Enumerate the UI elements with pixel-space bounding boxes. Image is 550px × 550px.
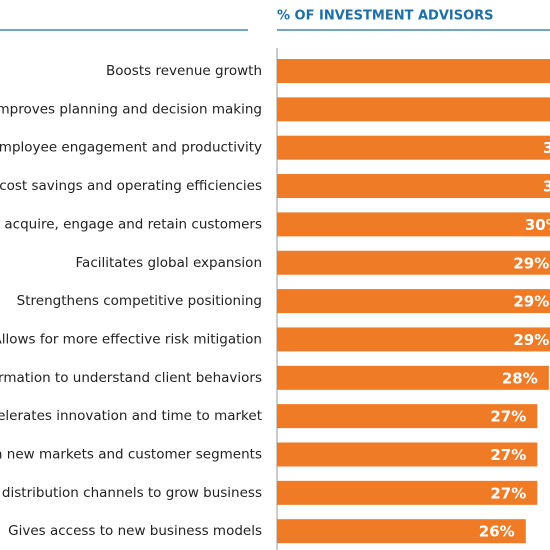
category-label: elerates innovation and time to market	[0, 408, 262, 424]
category-label: n new markets and customer segments	[0, 447, 262, 463]
bar	[277, 174, 550, 199]
value-label: 26%	[479, 523, 515, 541]
category-label: rmation to understand client behaviors	[0, 370, 262, 386]
value-label: 29%	[513, 331, 549, 349]
value-label: 27%	[490, 446, 526, 464]
bar	[277, 442, 538, 467]
value-label: 27%	[490, 484, 526, 502]
value-label: 27%	[490, 408, 526, 426]
bar	[277, 212, 550, 237]
category-label: Allows for more effective risk mitigatio…	[0, 331, 262, 347]
category-label: Strengthens competitive positioning	[17, 293, 262, 309]
header: % OF INVESTMENT ADVISORS	[277, 9, 494, 24]
bar	[277, 365, 549, 390]
category-label: Boosts revenue growth	[106, 63, 262, 79]
category-label: o acquire, engage and retain customers	[0, 216, 262, 232]
category-label: Gives access to new business models	[8, 523, 262, 539]
category-label: employee engagement and productivity	[0, 140, 262, 156]
bar	[277, 59, 550, 83]
bar	[277, 97, 550, 122]
bar	[277, 404, 538, 429]
bar	[277, 519, 526, 544]
category-label: cost savings and operating efficiencies	[0, 178, 262, 194]
value-label: 32	[543, 178, 550, 196]
bar	[277, 480, 538, 505]
value-label: 3	[543, 139, 550, 157]
bar	[277, 327, 550, 352]
category-label: distribution channels to grow business	[2, 485, 262, 501]
value-label: 29%	[513, 254, 549, 272]
bar	[277, 250, 550, 275]
bar	[277, 289, 550, 314]
category-label: Improves planning and decision making	[0, 101, 262, 117]
category-label: Facilitates global expansion	[76, 255, 262, 271]
value-label: 28%	[502, 369, 538, 387]
bar	[277, 135, 550, 160]
value-label: 30%	[525, 216, 550, 234]
value-label: 29%	[513, 293, 549, 311]
